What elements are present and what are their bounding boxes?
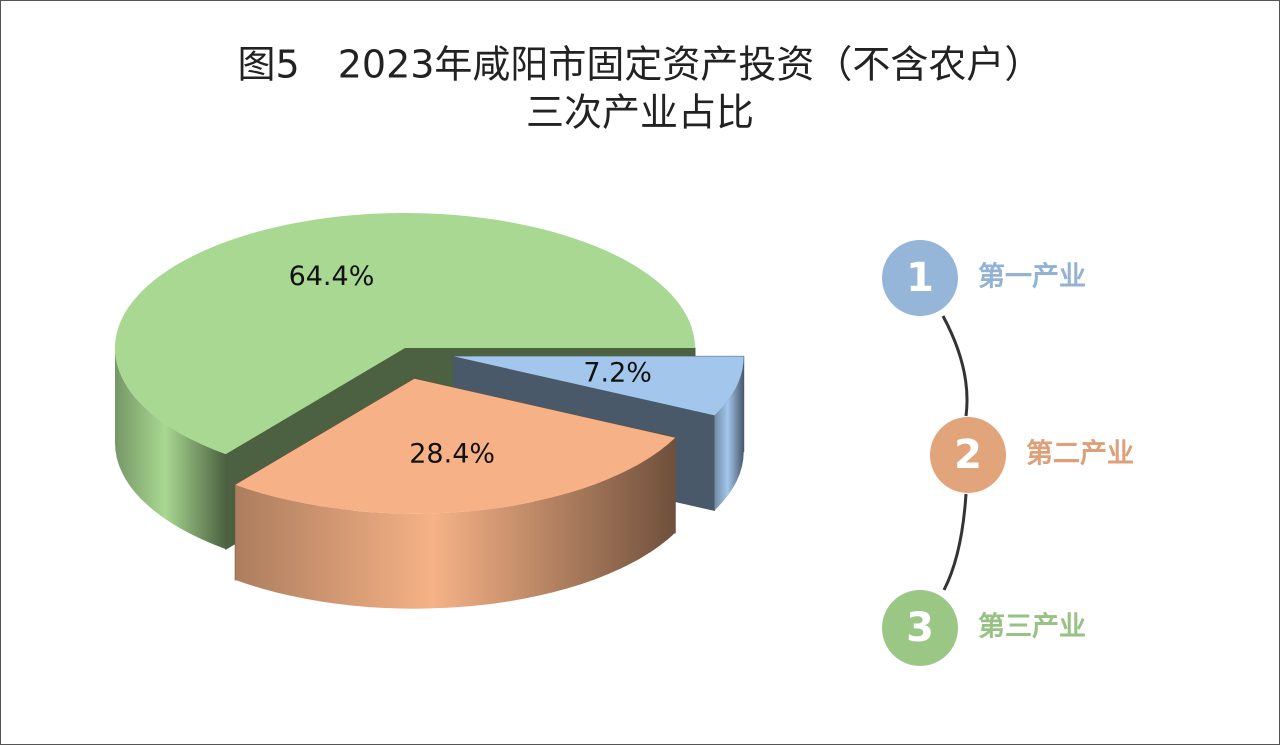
slice: 28.4% [234,377,676,609]
slice-outer-wall [235,437,676,609]
slice [115,213,695,455]
legend-label: 第三产业 [978,611,1086,643]
legend-marker [882,590,958,666]
legend-number: 3 [906,605,934,651]
legend-connector [941,315,969,591]
chart-title: 图5 2023年咸阳市固定资产投资（不含农户） [238,43,1043,87]
slice [453,356,744,416]
slice-outer-wall [714,356,744,511]
legend-label: 第二产业 [1026,438,1134,470]
legend-number: 1 [906,255,934,301]
legend-label: 第一产业 [978,261,1086,293]
legend-marker [882,240,958,316]
pie: 64.4% 7.2% 28.4% [115,213,745,609]
slice [235,378,676,514]
slice-outer-wall [115,348,226,550]
legend: 1 第一产业 2 第二产业 3 第三产业 [882,240,1134,666]
chart-subtitle: 三次产业占比 [526,91,754,135]
legend-marker [930,417,1006,493]
data-label: 64.4% [289,261,375,292]
legend-number: 2 [954,432,982,478]
data-label: 7.2% [583,357,652,388]
data-label: 28.4% [409,439,495,470]
